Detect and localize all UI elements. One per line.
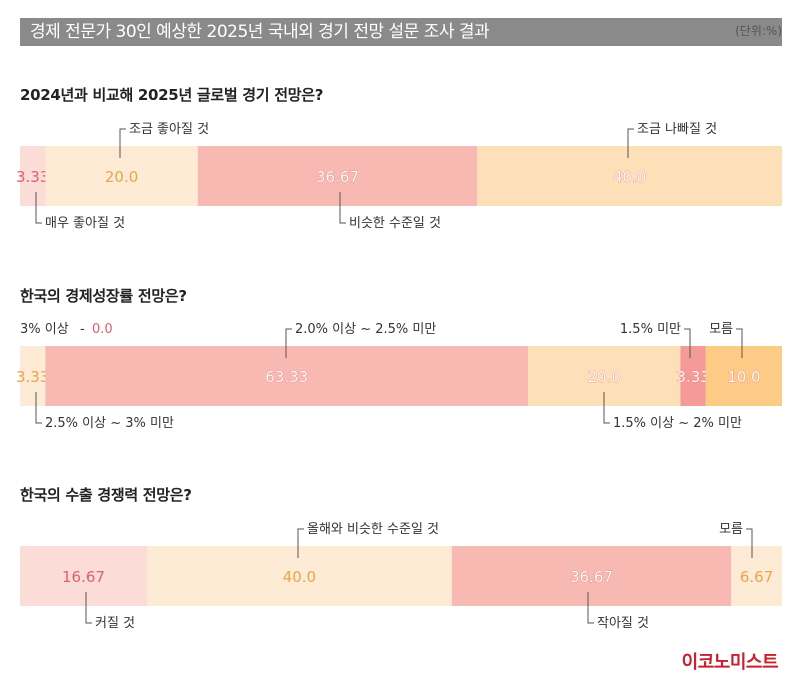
leader-line-2-2 xyxy=(285,328,292,358)
category-label-1-4: 조금 나빠질 것 xyxy=(637,122,717,137)
data-label-1-1: 3.33 xyxy=(16,168,49,186)
question-3-title: 한국의 수출 경쟁력 전망은? xyxy=(20,486,192,504)
category-label-3-2: 올해와 비슷한 수준일 것 xyxy=(307,522,439,537)
bar-segment-2-5 xyxy=(705,346,782,406)
data-label-3-2: 40.0 xyxy=(283,568,316,586)
category-label-1-2: 조금 좋아질 것 xyxy=(129,122,209,137)
data-label-2-4: 3.33 xyxy=(676,368,709,386)
category-label-3-4: 모름 xyxy=(719,522,743,537)
question-1-title: 2024년과 비교해 2025년 글로벌 경기 전망은? xyxy=(20,86,324,104)
leader-line-3-3 xyxy=(587,592,594,624)
bar-segment-2-4 xyxy=(680,346,706,406)
category-label-2-3: 1.5% 이상 ~ 2% 미만 xyxy=(613,416,742,431)
data-label-1-3: 36.67 xyxy=(316,168,359,186)
data-label-2-3: 20.0 xyxy=(588,368,621,386)
leader-line-2-1 xyxy=(35,392,42,424)
leader-line-1-3 xyxy=(339,192,346,224)
bar-segment-1-2 xyxy=(45,146,198,206)
bar-segment-3-4 xyxy=(731,546,782,606)
category-label-1-1: 매우 좋아질 것 xyxy=(45,216,125,231)
bar-segment-1-4 xyxy=(477,146,782,206)
leader-line-2-4 xyxy=(684,328,691,358)
brand-logo: 이코노미스트 xyxy=(681,652,779,673)
category-label-3-1: 커질 것 xyxy=(95,616,135,631)
leader-line-2-5 xyxy=(736,328,743,358)
leader-line-3-1 xyxy=(85,592,92,624)
chart-header: 경제 전문가 30인 예상한 2025년 국내외 경기 전망 설문 조사 결과 xyxy=(20,18,782,46)
data-label-3-4: 6.67 xyxy=(740,568,773,586)
data-label-3-3: 36.67 xyxy=(570,568,613,586)
leader-line-1-4 xyxy=(627,128,634,158)
data-label-2-2: 63.33 xyxy=(265,368,308,386)
data-label-2-1: 3.33 xyxy=(16,368,49,386)
leader-line-1-2 xyxy=(119,128,126,158)
bar-segment-1-1 xyxy=(20,146,46,206)
bar-segment-3-1 xyxy=(20,546,148,606)
leader-line-2-3 xyxy=(603,392,610,424)
category-label-3-3: 작아질 것 xyxy=(597,616,649,631)
data-label-3-1: 16.67 xyxy=(62,568,105,586)
leader-line-3-4 xyxy=(746,528,753,558)
data-label-1-4: 40.0 xyxy=(613,168,646,186)
category-label-2-4: 1.5% 미만 xyxy=(620,322,681,337)
category-label-1-3: 비슷한 수준일 것 xyxy=(349,216,441,231)
data-label-2-5: 10.0 xyxy=(727,368,760,386)
header-title: 경제 전문가 30인 예상한 2025년 국내외 경기 전망 설문 조사 결과 xyxy=(30,22,490,42)
unit-label: (단위:%) xyxy=(735,24,782,38)
data-label-1-2: 20.0 xyxy=(105,168,138,186)
zero-dash: - xyxy=(80,322,85,337)
leader-line-1-1 xyxy=(35,192,42,224)
category-label-2-1: 2.5% 이상 ~ 3% 미만 xyxy=(45,416,174,431)
question-2-title: 한국의 경제성장률 전망은? xyxy=(20,287,187,305)
category-label-2-5: 모름 xyxy=(709,322,733,337)
category-label-zero: 3% 이상 xyxy=(20,322,69,337)
bar-segment-2-1 xyxy=(20,346,46,406)
leader-line-3-2 xyxy=(297,528,304,558)
data-label-zero: 0.0 xyxy=(92,322,113,337)
bar-segment-2-2 xyxy=(45,346,528,406)
bar-segment-1-3 xyxy=(197,146,478,206)
bar-segment-3-2 xyxy=(147,546,452,606)
bar-segment-3-3 xyxy=(451,546,732,606)
category-label-2-2: 2.0% 이상 ~ 2.5% 미만 xyxy=(295,322,436,337)
